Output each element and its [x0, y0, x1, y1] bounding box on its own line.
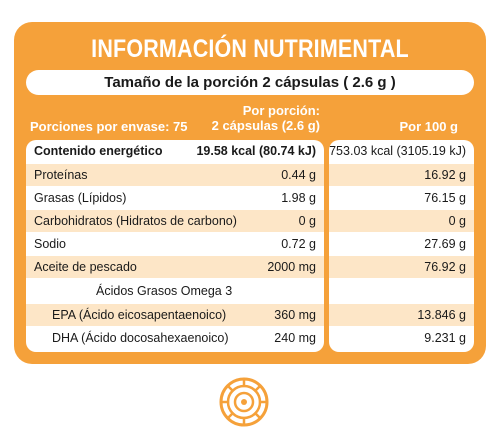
per-100g-value: 27.69 g — [424, 237, 466, 251]
table-row: 9.231 g — [329, 327, 474, 349]
per-serving-value: 19.58 kcal (80.74 kJ) — [196, 144, 316, 158]
nutrient-name: Proteínas — [34, 168, 88, 182]
column-header-per-serving: Por porción: 2 cápsulas (2.6 g) — [174, 103, 320, 133]
per-100g-value: 16.92 g — [424, 168, 466, 182]
per-serving-value: 1.98 g — [281, 191, 316, 205]
table-row — [329, 280, 474, 302]
serving-size-bar: Tamaño de la porción 2 cápsulas ( 2.6 g … — [26, 70, 474, 95]
per-serving-value: 240 mg — [274, 331, 316, 345]
column-header-per-serving-line1: Por porción: — [242, 103, 320, 118]
per-100g-value: 76.15 g — [424, 191, 466, 205]
per-serving-value: 0.72 g — [281, 237, 316, 251]
nutrient-name: Sodio — [34, 237, 66, 251]
per-serving-value: 0.44 g — [281, 168, 316, 182]
table-row: 16.92 g — [329, 164, 474, 186]
circular-target-logo-icon — [219, 377, 269, 427]
table-row: 76.15 g — [329, 187, 474, 209]
table-row: 0 g — [329, 210, 474, 232]
table-row: 13.846 g — [329, 304, 474, 326]
per-100g-value: 13.846 g — [417, 308, 466, 322]
nutrition-table-per-100g: 753.03 kcal (3105.19 kJ) 16.92 g 76.15 g… — [329, 140, 474, 352]
nutrient-name: EPA (Ácido eicosapentaenoico) — [52, 308, 227, 322]
nutrient-name: Ácidos Grasos Omega 3 — [96, 284, 233, 298]
table-row: Sodio 0.72 g — [26, 233, 324, 255]
panel-title: INFORMACIÓN NUTRIMENTAL — [91, 35, 409, 63]
column-header-per-100g: Por 100 g — [399, 119, 458, 134]
nutrient-name: Aceite de pescado — [34, 260, 137, 274]
table-row: Grasas (Lípidos) 1.98 g — [26, 187, 324, 209]
table-row: 76.92 g — [329, 256, 474, 278]
table-row: Proteínas 0.44 g — [26, 164, 324, 186]
table-row: Ácidos Grasos Omega 3 — [26, 280, 324, 302]
table-row: Carbohidratos (Hidratos de carbono) 0 g — [26, 210, 324, 232]
per-100g-value: 76.92 g — [424, 260, 466, 274]
servings-per-container: Porciones por envase: 75 — [30, 119, 188, 134]
table-row: Aceite de pescado 2000 mg — [26, 256, 324, 278]
table-row: DHA (Ácido docosahexaenoico) 240 mg — [26, 327, 324, 349]
nutrient-name: Carbohidratos (Hidratos de carbono) — [34, 214, 237, 228]
nutrient-name: Contenido energético — [34, 144, 163, 158]
column-header-per-serving-line2: 2 cápsulas (2.6 g) — [211, 118, 320, 133]
nutrient-name: Grasas (Lípidos) — [34, 191, 127, 205]
table-row: Contenido energético 19.58 kcal (80.74 k… — [26, 140, 324, 162]
per-serving-value: 360 mg — [274, 308, 316, 322]
nutrition-table-per-serving: Contenido energético 19.58 kcal (80.74 k… — [26, 140, 324, 352]
per-100g-value: 9.231 g — [424, 331, 466, 345]
per-serving-value: 2000 mg — [267, 260, 316, 274]
table-row: EPA (Ácido eicosapentaenoico) 360 mg — [26, 304, 324, 326]
table-row: 753.03 kcal (3105.19 kJ) — [329, 140, 474, 162]
per-100g-value: 753.03 kcal (3105.19 kJ) — [329, 144, 466, 158]
table-row: 27.69 g — [329, 233, 474, 255]
nutrition-panel: INFORMACIÓN NUTRIMENTAL Tamaño de la por… — [14, 22, 486, 364]
nutrient-name: DHA (Ácido docosahexaenoico) — [52, 331, 229, 345]
per-serving-value: 0 g — [298, 214, 316, 228]
per-100g-value: 0 g — [448, 214, 466, 228]
